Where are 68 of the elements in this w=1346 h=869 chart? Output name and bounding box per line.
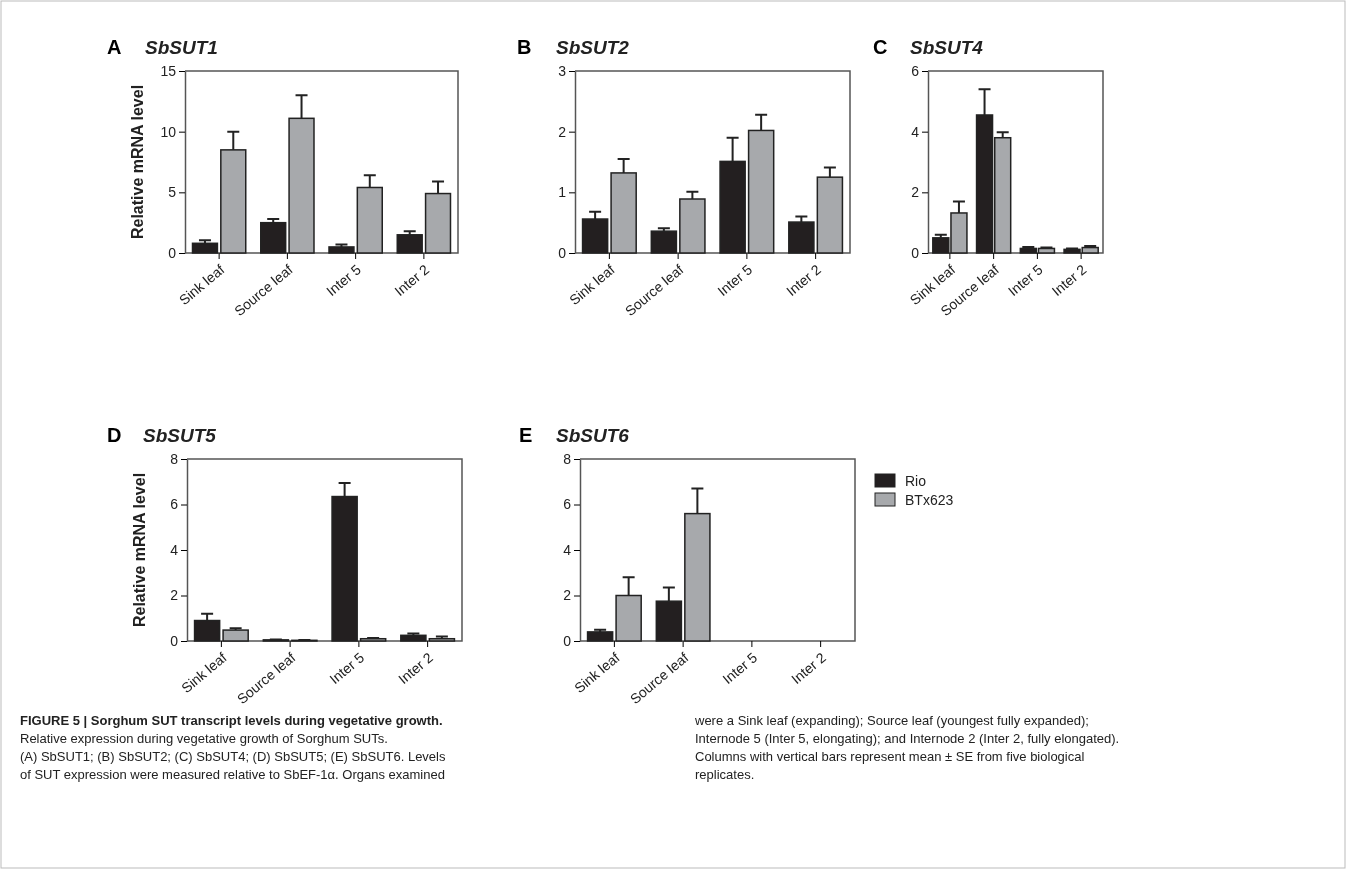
y-tick-label: 5 — [168, 184, 177, 201]
legend-label: Rio — [905, 473, 927, 489]
y-tick-label: 0 — [168, 244, 177, 261]
text: replicates. — [695, 767, 755, 782]
y-tick-label: 2 — [911, 184, 920, 201]
bar — [586, 631, 614, 642]
y-tick-label: 4 — [170, 541, 179, 558]
y-tick-label: 2 — [170, 587, 179, 604]
y-tick-label: 6 — [563, 496, 572, 513]
bar — [191, 242, 219, 254]
y-tick-label: 0 — [911, 244, 920, 261]
y-tick-label: 3 — [558, 62, 567, 79]
y-axis-title: Relative mRNA level — [129, 84, 146, 240]
text: Internode 5 (Inter 5, elongating); and Internode 2 (Inter 2, fully elongated). — [695, 731, 1120, 746]
x-tick-label: Inter 5 — [323, 261, 364, 300]
bar — [260, 221, 287, 254]
chart-title: SbSUT1 — [145, 37, 218, 58]
x-tick-label: Inter 5 — [714, 261, 756, 300]
x-tick-label: Inter 2 — [1048, 261, 1090, 300]
text: E — [519, 424, 533, 446]
text: D — [107, 424, 122, 446]
x-tick-label: Inter 2 — [391, 261, 433, 300]
bar — [359, 637, 387, 642]
x-tick-label: Sink leaf — [566, 261, 618, 309]
y-tick-label: 15 — [160, 62, 177, 79]
text: (A) SbSUT1; (B) SbSUT2; (C) SbSUT4; (D) SbSUT5; (E) SbSUT6. Levels — [20, 749, 446, 764]
chart-title: SbSUT6 — [556, 425, 630, 446]
bar — [650, 230, 678, 254]
text: of SUT expression were measured relative to SbEF-1α. Organs examined — [20, 767, 445, 782]
x-tick-label: Sink leaf — [175, 261, 228, 309]
y-tick-label: 1 — [558, 184, 567, 201]
text: Columns with vertical bars represent mean ± SE from five biological — [695, 749, 1085, 764]
y-tick-label: 6 — [911, 62, 920, 79]
legend-label: BTx623 — [905, 492, 954, 508]
x-tick-label: Inter 5 — [1004, 261, 1046, 300]
chart-title: SbSUT4 — [910, 37, 984, 58]
chart-title: SbSUT5 — [143, 425, 217, 446]
text: were a Sink leaf (expanding); Source leaf (youngest fully expanded); — [694, 713, 1089, 728]
y-tick-label: 0 — [170, 632, 179, 649]
x-tick-label: Inter 2 — [788, 649, 829, 688]
x-tick-label: Inter 5 — [719, 649, 761, 688]
caption: FIGURE 5 | Sorghum SUT transcript levels during vegetative growth. — [20, 713, 443, 728]
bar — [396, 234, 423, 254]
y-tick-label: 0 — [558, 244, 567, 261]
text: B — [517, 36, 532, 58]
y-axis-title: Relative mRNA level — [131, 472, 148, 628]
y-tick-label: 2 — [558, 123, 567, 140]
y-tick-label: 10 — [160, 123, 177, 140]
bar — [222, 629, 249, 642]
text: A — [107, 36, 122, 58]
x-tick-label: Inter 5 — [326, 649, 368, 688]
text: Relative expression during vegetative growth of Sorghum SUTs. — [20, 731, 388, 746]
bar — [400, 634, 427, 642]
y-tick-label: 4 — [563, 541, 572, 558]
x-tick-label: Inter 2 — [783, 261, 824, 300]
y-tick-label: 8 — [563, 450, 572, 467]
x-tick-label: Sink leaf — [178, 649, 230, 697]
y-tick-label: 8 — [170, 450, 179, 467]
x-tick-label: Inter 2 — [395, 649, 436, 688]
text: C — [873, 36, 888, 58]
bar — [328, 246, 355, 254]
bar — [428, 637, 456, 642]
y-tick-label: 0 — [563, 632, 572, 649]
chart-title: SbSUT2 — [556, 37, 630, 58]
x-tick-label: Sink leaf — [571, 649, 623, 697]
y-tick-label: 6 — [170, 496, 179, 513]
y-tick-label: 2 — [563, 587, 572, 604]
y-tick-label: 4 — [911, 123, 920, 140]
